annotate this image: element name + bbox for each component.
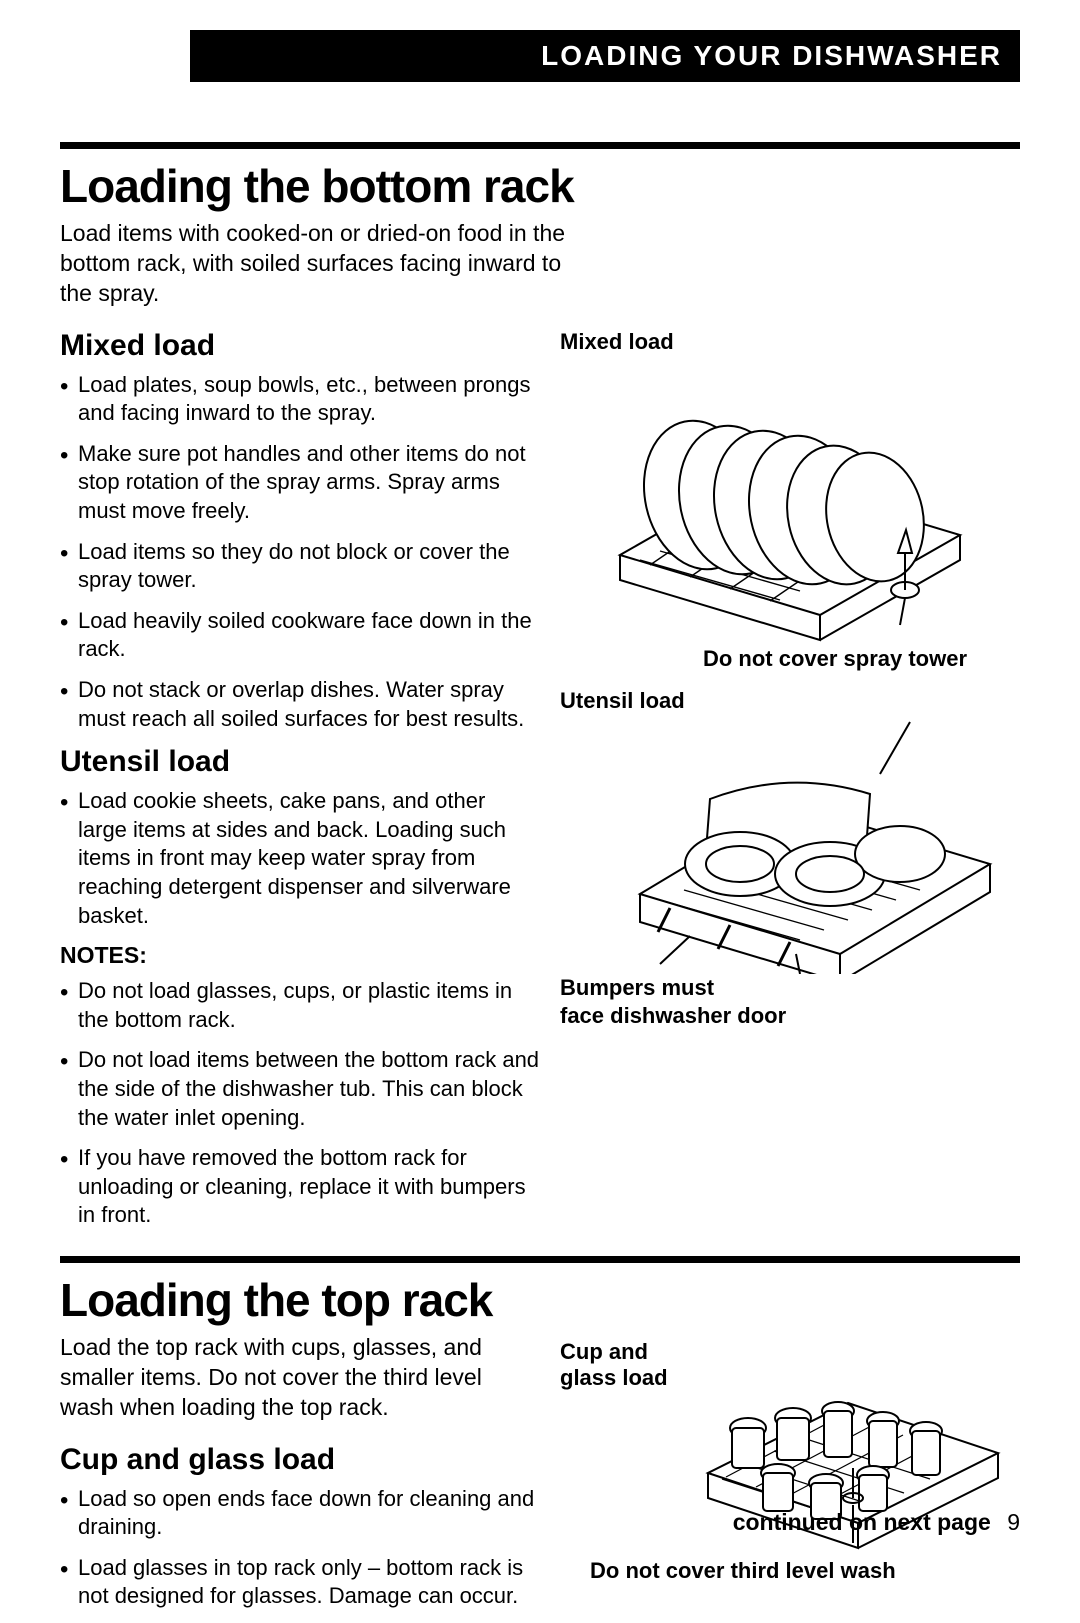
mixed-load-figure: Mixed load [560,329,1020,673]
cup-figure-label1: Cup and [560,1339,668,1365]
list-item: Load heavily soiled cookware face down i… [60,607,540,664]
list-item: Do not stack or overlap dishes. Water sp… [60,676,540,733]
utensil-load-list: Load cookie sheets, cake pans, and other… [60,787,540,930]
header-banner: LOADING YOUR DISHWASHER [190,30,1020,82]
section2-intro: Load the top rack with cups, glasses, an… [60,1333,540,1423]
cup-figure-caption: Do not cover third level wash [590,1557,1020,1585]
mixed-load-caption: Do not cover spray tower [650,645,1020,673]
utensil-caption-line2: face dishwasher door [560,1002,1020,1030]
list-item: Load plates, soup bowls, etc., between p… [60,371,540,428]
continued-footer: continued on next page 9 [733,1509,1020,1536]
cup-figure-label2: glass load [560,1365,668,1391]
list-item: Do not load glasses, cups, or plastic it… [60,977,540,1034]
divider-top [60,142,1020,149]
mixed-load-figure-label: Mixed load [560,329,1020,355]
list-item: Load so open ends face down for cleaning… [60,1485,540,1542]
mixed-load-illustration [560,355,1000,645]
mixed-load-list: Load plates, soup bowls, etc., between p… [60,371,540,734]
cup-glass-heading: Cup and glass load [60,1443,540,1477]
utensil-load-figure-label: Utensil load [560,688,1020,714]
section2-title: Loading the top rack [60,1273,1020,1327]
utensil-load-heading: Utensil load [60,745,540,779]
section2-left-column: Load the top rack with cups, glasses, an… [60,1333,540,1623]
continued-text: continued on next page [733,1509,991,1535]
list-item: Make sure pot handles and other items do… [60,440,540,526]
section1-right-column: Mixed load [560,329,1020,1242]
section1-intro: Load items with cooked-on or dried-on fo… [60,219,580,309]
cup-glass-list: Load so open ends face down for cleaning… [60,1485,540,1611]
list-item: Load glasses in top rack only – bottom r… [60,1554,540,1611]
list-item: If you have removed the bottom rack for … [60,1144,540,1230]
divider-mid [60,1256,1020,1263]
section1-left-column: Mixed load Load plates, soup bowls, etc.… [60,329,540,1242]
list-item: Load items so they do not block or cover… [60,538,540,595]
section1-title: Loading the bottom rack [60,159,1020,213]
section2-right-column: Cup and glass load [560,1333,1020,1623]
utensil-caption-line1: Bumpers must [560,974,1020,1002]
list-item: Do not load items between the bottom rac… [60,1046,540,1132]
list-item: Load cookie sheets, cake pans, and other… [60,787,540,930]
utensil-load-illustration [560,714,1020,974]
page-number: 9 [1007,1509,1020,1535]
notes-list: Do not load glasses, cups, or plastic it… [60,977,540,1230]
notes-label: NOTES: [60,942,540,969]
mixed-load-heading: Mixed load [60,329,540,363]
utensil-load-figure: Utensil load [560,688,1020,1029]
